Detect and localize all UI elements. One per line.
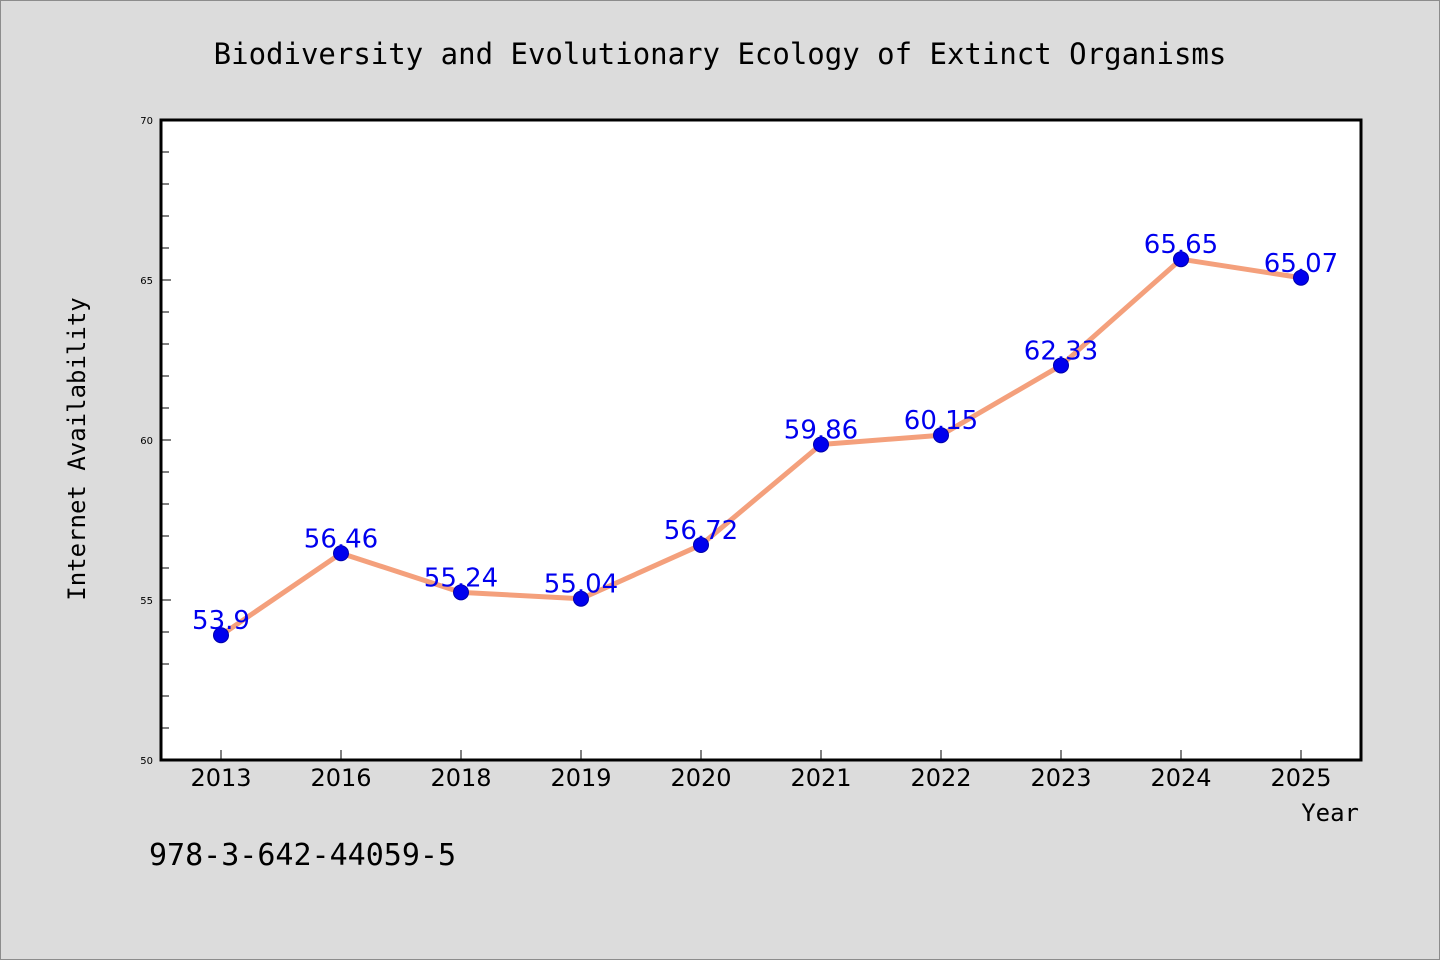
data-point <box>333 545 349 562</box>
x-tick-label: 2018 <box>430 764 491 792</box>
data-point <box>693 536 709 553</box>
data-label: 56.46 <box>304 524 378 554</box>
data-label: 65.65 <box>1144 230 1218 260</box>
data-point <box>1293 269 1309 286</box>
data-label: 60.15 <box>904 406 978 436</box>
x-tick-label: 2019 <box>550 764 611 792</box>
x-axis: 2013 2016 2018 2019 2020 2021 2022 2023 2024 2025 <box>190 750 1332 792</box>
x-tick-label: 2023 <box>1030 764 1091 792</box>
data-point <box>1053 357 1069 374</box>
chart-title: Biodiversity and Evolutionary Ecology of… <box>214 37 1227 71</box>
data-labels: 53.9 56.46 55.24 55.04 56.72 59.86 60.15 62.33 6… <box>192 230 1338 636</box>
y-tick-label: 60 <box>140 436 153 447</box>
y-tick-label: 50 <box>140 756 153 767</box>
data-label: 53.9 <box>192 606 250 636</box>
data-label: 65.07 <box>1264 249 1338 279</box>
data-point <box>453 584 469 601</box>
data-point <box>813 436 829 453</box>
x-tick-label: 2021 <box>790 764 851 792</box>
data-point <box>213 627 229 644</box>
x-tick-label: 2024 <box>1150 764 1211 792</box>
x-tick-label: 2013 <box>190 764 251 792</box>
y-axis-label: Internet Availability <box>63 297 91 600</box>
data-label: 55.04 <box>544 570 618 600</box>
y-tick-label: 55 <box>140 596 153 607</box>
x-axis-label: Year <box>1301 799 1359 827</box>
y-tick-label: 65 <box>140 276 153 287</box>
y-axis: 50 55 60 65 70 <box>140 116 171 767</box>
x-tick-label: 2025 <box>1270 764 1331 792</box>
x-tick-label: 2020 <box>670 764 731 792</box>
data-point <box>1173 251 1189 268</box>
data-label: 62.33 <box>1024 336 1098 366</box>
data-label: 55.24 <box>424 563 498 593</box>
data-point <box>933 427 949 444</box>
x-tick-label: 2016 <box>310 764 371 792</box>
series-line <box>218 256 1304 638</box>
data-point <box>573 590 589 607</box>
y-tick-label: 70 <box>140 116 153 127</box>
x-tick-label: 2022 <box>910 764 971 792</box>
series-markers <box>213 251 1309 644</box>
data-label: 56.72 <box>664 516 738 546</box>
isbn-annotation: 978-3-642-44059-5 <box>149 838 456 873</box>
data-label: 59.86 <box>784 415 858 445</box>
plot-area <box>159 118 1363 762</box>
